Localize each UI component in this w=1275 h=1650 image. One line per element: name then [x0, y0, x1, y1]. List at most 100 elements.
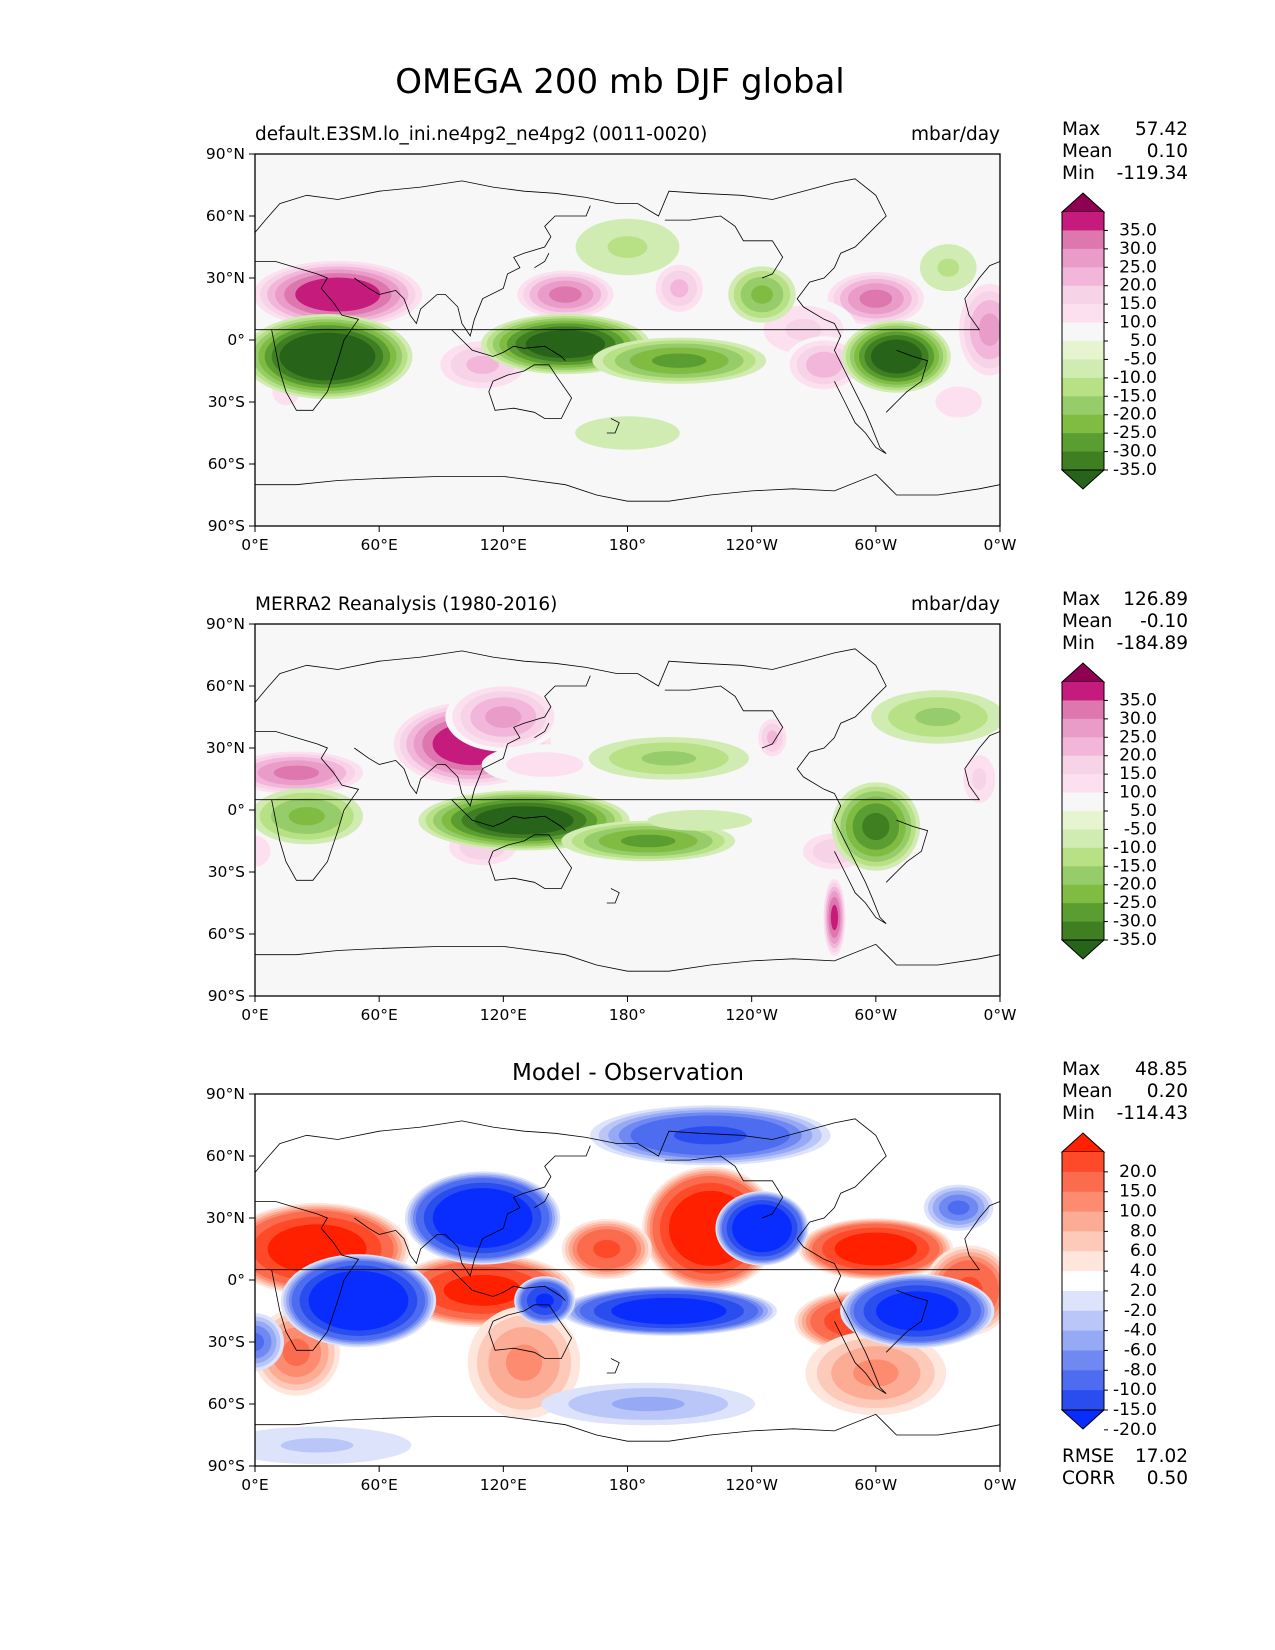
contour-fill: [575, 416, 680, 450]
colorbar-tick-label: 20.0: [1119, 276, 1157, 296]
contour-fill: [871, 339, 923, 374]
field-layer: [255, 648, 1000, 972]
field-layer: [255, 178, 1000, 502]
coastline: [255, 731, 1000, 881]
coastline: [488, 834, 573, 889]
colorbar-tick-label: 4.0: [1130, 1261, 1157, 1281]
contour-fill: [935, 386, 982, 418]
colorbar-tick-label: -4.0: [1124, 1321, 1157, 1341]
contour-fill: [273, 765, 320, 780]
y-tick-label: 30°S: [208, 863, 245, 881]
colorbar-segment: [1062, 1350, 1104, 1371]
colorbar-tick-label: 25.0: [1119, 257, 1157, 277]
coastline: [255, 1413, 1000, 1442]
panel-title-left: default.E3SM.lo_ini.ne4pg2_ne4pg2 (0011-…: [255, 124, 707, 145]
stat-label: Mean: [1062, 141, 1112, 162]
colorbar-segment: [1062, 1271, 1104, 1292]
stat-label: Mean: [1062, 611, 1112, 632]
contour-fill: [255, 835, 271, 867]
colorbar-tick-label: 5.0: [1130, 331, 1157, 351]
colorbar-segment: [1062, 1231, 1104, 1252]
colorbar-segment: [1062, 847, 1104, 867]
metric-label: CORR: [1062, 1468, 1115, 1489]
colorbar-extend-min: [1060, 939, 1106, 960]
coastline: [255, 1118, 887, 1395]
colorbar-segment: [1062, 267, 1104, 287]
colorbar-segment: [1062, 433, 1104, 453]
contour-fill: [972, 768, 987, 790]
colorbar-tick-label: -30.0: [1113, 912, 1157, 932]
colorbar-tick-label: 30.0: [1119, 239, 1157, 259]
coastline: [451, 799, 566, 831]
colorbar-extend-max: [1060, 1132, 1106, 1153]
y-tick-label: 0°: [227, 801, 245, 819]
colorbar-extend-min: [1060, 1409, 1106, 1430]
x-tick-label: 0°W: [984, 536, 1017, 554]
x-tick-label: 0°E: [241, 1006, 268, 1024]
contour-fill: [673, 1126, 747, 1145]
coastline: [255, 178, 887, 455]
coastline: [606, 888, 620, 904]
colorbar-segment: [1062, 700, 1104, 720]
colorbar-segment: [1062, 1152, 1104, 1173]
colorbar-tick-label: 35.0: [1119, 220, 1157, 240]
colorbar-segment: [1062, 359, 1104, 379]
colorbar-tick-label: -5.0: [1124, 819, 1157, 839]
y-tick-label: 30°N: [206, 739, 245, 757]
colorbar-diff: 20.015.010.08.06.04.02.0-2.0-4.0-6.0-8.0…: [1060, 1132, 1157, 1440]
colorbar-tick-label: 25.0: [1119, 727, 1157, 747]
stat-value: -184.89: [1117, 633, 1188, 654]
contour-fill: [607, 236, 648, 258]
colorbar-segment: [1062, 1211, 1104, 1232]
colorbar-tick-label: 8.0: [1130, 1221, 1157, 1241]
contour-fill: [853, 1359, 899, 1387]
coastline: [534, 723, 550, 739]
contour-fill: [295, 277, 381, 312]
colorbar-tick-label: -5.0: [1124, 349, 1157, 369]
panel-title-left: MERRA2 Reanalysis (1980-2016): [255, 594, 557, 615]
coastline: [488, 1304, 573, 1359]
colorbar-extend-max: [1060, 192, 1106, 213]
contour-fill: [641, 751, 697, 766]
x-tick-label: 60°E: [361, 1476, 398, 1494]
colorbar-segment: [1062, 737, 1104, 757]
contour-fill: [611, 1297, 727, 1325]
stat-value: 126.89: [1123, 589, 1188, 610]
contour-fill: [670, 279, 689, 298]
contour-fill: [485, 706, 522, 728]
coastline: [606, 1358, 620, 1374]
contour-fill: [805, 351, 843, 378]
stat-value: 0.20: [1147, 1081, 1188, 1102]
colorbar-segment: [1062, 811, 1104, 830]
colorbar-tick-label: -10.0: [1113, 1380, 1157, 1400]
x-tick-label: 180°: [609, 1006, 646, 1024]
map-plot-model: 0°E 60°E 120°E 180° 120°W 60°W 0°W 90°N 60°N 30°N…: [206, 145, 1017, 554]
colorbar-segment: [1062, 377, 1104, 397]
y-tick-label: 30°N: [206, 1209, 245, 1227]
colorbar-segment: [1062, 451, 1104, 471]
stat-value: -0.10: [1140, 611, 1188, 632]
coastline: [354, 675, 591, 807]
colorbar-tick-label: -35.0: [1113, 930, 1157, 950]
y-tick-label: 60°S: [208, 455, 245, 473]
coastline: [255, 943, 1000, 972]
contour-fill: [593, 1239, 621, 1259]
diff-metrics: RMSE 17.02 CORR 0.50: [1062, 1446, 1188, 1489]
colorbar-extend-min: [1060, 469, 1106, 490]
y-tick-label: 90°S: [208, 1457, 245, 1475]
x-tick-label: 0°W: [984, 1476, 1017, 1494]
contour-fill: [549, 286, 582, 303]
coastline: [255, 261, 1000, 411]
contour-fill: [388, 205, 494, 248]
x-tick-label: 120°E: [480, 536, 527, 554]
contour-fill: [255, 1332, 265, 1352]
colorbar-tick-label: -20.0: [1113, 405, 1157, 425]
colorbar-segment: [1062, 718, 1104, 738]
colorbar-segment: [1062, 248, 1104, 268]
colorbar-tick-label: 5.0: [1130, 801, 1157, 821]
coastline: [606, 418, 620, 434]
y-tick-label: 60°N: [206, 207, 245, 225]
stat-label: Min: [1062, 633, 1095, 654]
contour-fill: [432, 1188, 533, 1248]
contour-fill: [525, 330, 606, 359]
